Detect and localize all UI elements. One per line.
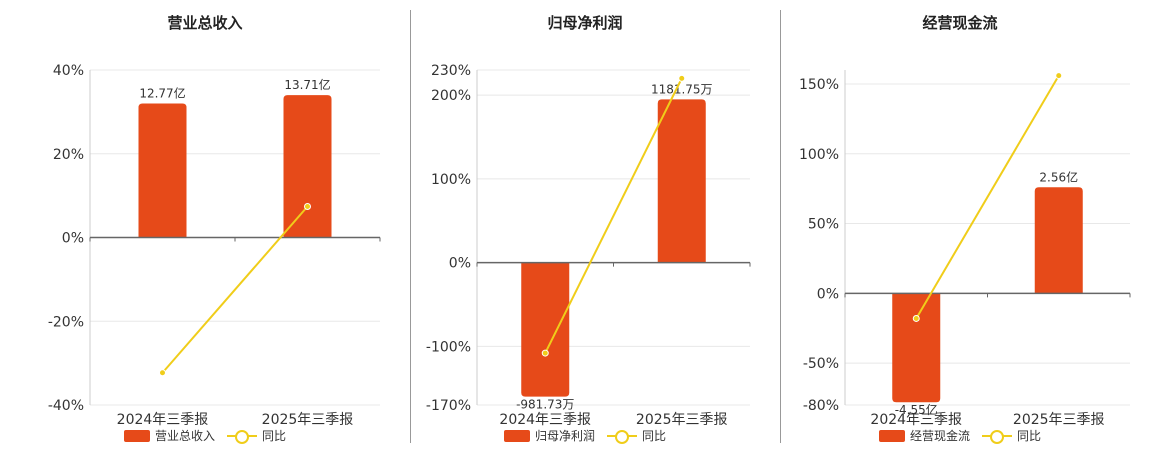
bar-value-label: 12.77亿 [139,86,185,101]
y-tick-label: 0% [62,231,84,247]
yoy-point [912,314,920,322]
net-profit-chart-svg: 230% 200% 100% 0% -100% -170% -981.73万 1181.75万… [426,63,751,428]
y-tick-label: 0% [449,256,471,272]
y-tick-label: -80% [803,398,839,414]
bar [283,95,332,238]
y-tick-label: -100% [426,339,471,355]
y-tick-label: -40% [48,398,84,414]
cash-flow-chart-svg: 150% 100% 50% 0% -50% -80% -4.55亿 2.56亿 2024年三季报… [799,70,1131,428]
y-tick-label: 230% [431,63,471,79]
x-tick-label: 2025年三季报 [636,412,728,428]
x-tick-label: 2024年三季报 [870,412,962,428]
bar [521,262,570,397]
y-tick-label: -20% [48,314,84,330]
yoy-point [1055,72,1063,80]
x-tick-label: 2025年三季报 [1013,412,1105,428]
panel-divider [780,10,781,443]
revenue-chart-panel: 营业总收入 40% 20% 0% -20% -40% 12.77亿 13.71亿 2024年三… [20,0,390,450]
y-tick-label: 100% [799,147,839,163]
chart-title: 营业总收入 [167,14,243,32]
revenue-chart-svg: 40% 20% 0% -20% -40% 12.77亿 13.71亿 2024年三季报 2025… [48,63,381,428]
bar [657,99,706,263]
chart-title: 归母净利润 [547,14,623,32]
yoy-point [678,74,686,82]
chart-title: 经营现金流 [922,14,998,32]
y-tick-label: -50% [803,356,839,372]
bar-value-label: -981.73万 [516,398,574,412]
yoy-point [159,369,166,377]
bar-value-label: 2.56亿 [1039,169,1078,184]
yoy-point [541,349,549,357]
bar-value-label: 13.71亿 [284,77,330,92]
bar [138,103,187,238]
panel-divider [410,10,411,443]
x-tick-label: 2025年三季报 [262,412,354,428]
x-tick-label: 2024年三季报 [117,412,209,428]
y-tick-label: 0% [817,286,839,302]
y-tick-label: 100% [431,172,471,188]
bar [1034,187,1083,294]
y-tick-label: -170% [426,398,471,414]
yoy-line [544,77,683,354]
cash-flow-chart-panel: 经营现金流 150% 100% 50% 0% -50% -80% -4.55亿 2.56亿 20… [775,0,1145,450]
yoy-line [915,75,1060,319]
x-tick-label: 2024年三季报 [499,412,591,428]
bar [892,293,941,403]
bar-value-label: 1181.75万 [651,82,713,96]
net-profit-chart-panel: 归母净利润 230% 200% 100% 0% -100% -170% -981.73万 11… [400,0,770,450]
yoy-line [161,205,309,374]
bar-value-label: -4.55亿 [895,402,938,417]
y-tick-label: 50% [808,217,839,233]
y-tick-label: 150% [799,77,839,93]
y-tick-label: 200% [431,88,471,104]
y-tick-label: 20% [53,147,84,163]
yoy-point [304,203,311,211]
y-tick-label: 40% [53,63,84,79]
